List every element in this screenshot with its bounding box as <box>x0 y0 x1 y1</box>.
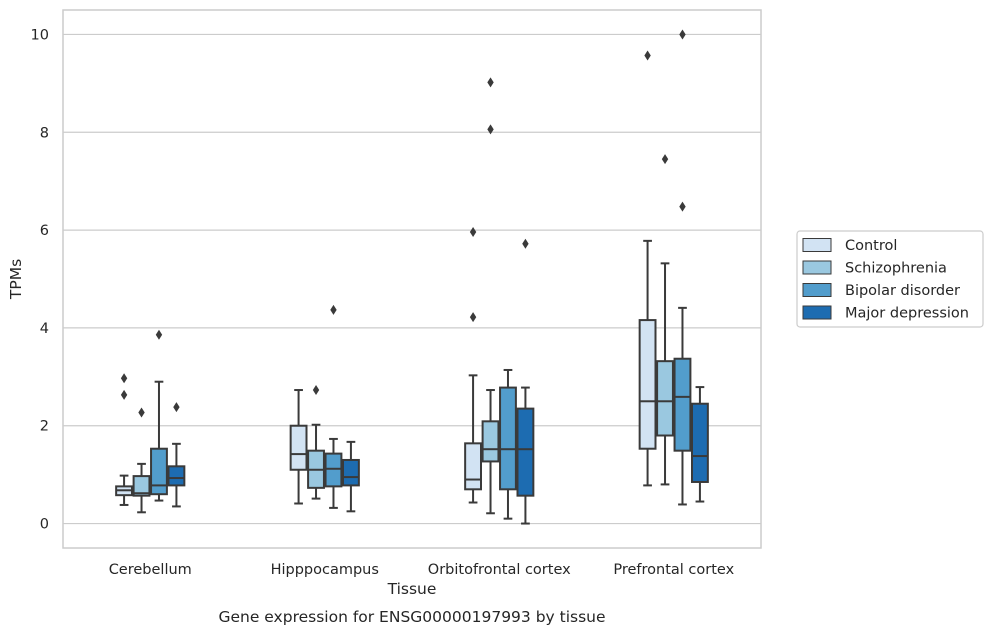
box-4-3 <box>516 238 535 525</box>
box-iqr <box>638 319 657 450</box>
box-iqr <box>167 465 186 487</box>
box-3-3 <box>499 368 517 520</box>
legend-item-2: Schizophrenia <box>802 260 947 277</box>
box-iqr <box>464 442 482 491</box>
box-4-2 <box>342 440 360 513</box>
outlier-point <box>120 389 128 400</box>
box-1-4 <box>638 50 657 487</box>
outlier-point <box>155 329 163 340</box>
box-iqr <box>673 357 692 452</box>
legend-label: Control <box>845 238 897 254</box>
outlier-point <box>679 29 686 40</box>
box-2-3 <box>481 77 500 515</box>
outlier-point <box>522 238 529 249</box>
x-tick-label-4: Prefrontal cortex <box>613 562 734 578</box>
box-1-2 <box>289 389 308 505</box>
outlier-point <box>487 77 494 88</box>
y-tick-label-4: 4 <box>40 321 49 337</box>
legend-label: Schizophrenia <box>845 261 947 277</box>
box-3-4 <box>673 29 692 506</box>
box-2-1 <box>132 407 151 514</box>
box-iqr <box>289 424 308 471</box>
outlier-point <box>469 227 477 238</box>
box-iqr <box>324 452 343 488</box>
outlier-point <box>120 373 128 384</box>
box-iqr <box>342 458 360 487</box>
legend: Control Schizophrenia Bipolar disorder Majo… <box>796 230 984 328</box>
box-iqr <box>656 360 674 437</box>
x-tick-label-1: Cerebellum <box>109 562 192 578</box>
y-axis-label: TPMs <box>7 259 25 300</box>
y-tick-label-6: 6 <box>40 223 49 239</box>
legend-swatch <box>802 260 832 275</box>
chart-caption: Gene expression for ENSG00000197993 by t… <box>218 608 605 626</box>
legend-item-3: Bipolar disorder <box>802 283 960 299</box>
boxes <box>115 29 709 525</box>
box-4-1 <box>167 402 186 508</box>
plot-border <box>62 9 762 549</box>
legend-swatch <box>802 238 832 252</box>
legend-label: Bipolar disorder <box>845 283 960 299</box>
y-tick-label-10: 10 <box>31 27 49 43</box>
box-3-2 <box>324 304 343 509</box>
legend-item-1: Control <box>802 238 897 254</box>
tick-labels: 0 2 4 6 8 10 Cerebellum Hipppocampus Orbitofront… <box>31 27 735 578</box>
y-tick-label-0: 0 <box>40 517 49 533</box>
box-1-3 <box>464 227 482 504</box>
outlier-point <box>312 385 320 396</box>
x-tick-label-3: Orbitofrontal cortex <box>428 562 571 578</box>
outlier-point <box>679 201 686 212</box>
x-axis-label: Tissue <box>387 580 437 598</box>
outlier-point <box>644 50 651 61</box>
box-3-1 <box>150 329 168 502</box>
y-tick-label-8: 8 <box>40 125 49 141</box>
box-4-4 <box>691 386 709 503</box>
legend-frame <box>796 230 984 328</box>
legend-label: Major depression <box>845 306 969 322</box>
outlier-point <box>138 407 145 418</box>
box-iqr <box>150 447 168 496</box>
box-iqr <box>516 407 535 497</box>
outlier-point <box>469 312 477 323</box>
plot-frame <box>62 9 762 549</box>
outlier-point <box>330 304 337 315</box>
box-iqr <box>132 475 151 497</box>
legend-item-4: Major depression <box>802 305 969 322</box>
outlier-point <box>661 154 669 165</box>
legend-swatch <box>802 283 832 297</box>
x-tick-label-2: Hipppocampus <box>271 562 379 578</box>
box-iqr <box>481 420 500 463</box>
outlier-point <box>487 124 494 135</box>
legend-swatch <box>802 305 832 320</box>
box-2-2 <box>307 385 325 500</box>
y-tick-label-2: 2 <box>40 419 49 435</box>
outlier-point <box>173 402 180 413</box>
gridlines <box>63 33 761 525</box>
box-1-1 <box>115 373 134 506</box>
box-iqr <box>691 402 709 483</box>
box-2-4 <box>656 154 674 486</box>
box-iqr <box>499 386 517 491</box>
